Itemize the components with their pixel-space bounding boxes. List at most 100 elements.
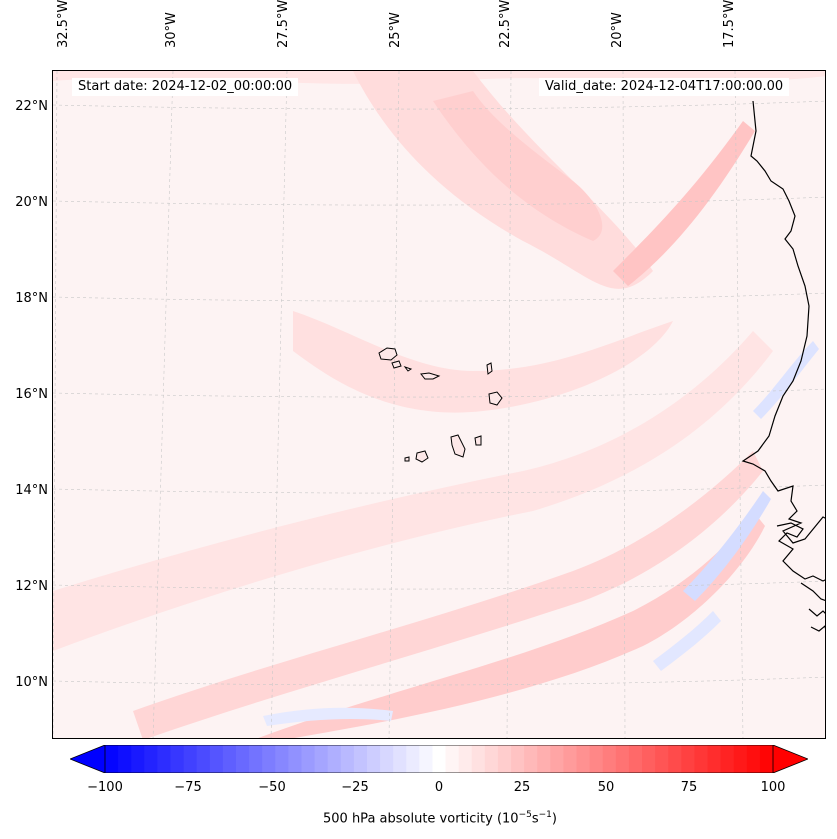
- colorbar-label: 500 hPa absolute vorticity (10−5s−1): [323, 810, 557, 827]
- colorbar-segment: [301, 745, 316, 773]
- colorbar-frame: [104, 745, 774, 773]
- colorbar-segment: [118, 745, 132, 773]
- colorbar-segment: [209, 745, 224, 773]
- colorbar-segment: [419, 745, 434, 773]
- lat-label-18n: 18°N: [15, 291, 48, 306]
- colorbar-segment: [602, 745, 617, 773]
- colorbar-segment: [131, 745, 145, 773]
- lon-label-20w: 20°W: [610, 12, 625, 48]
- vorticity-band-diagonal-mid: [133, 451, 763, 738]
- lat-label-22n: 22°N: [15, 99, 48, 114]
- colorbar-segment: [484, 745, 499, 773]
- colorbar-segment: [144, 745, 158, 773]
- colorbar-segment: [655, 745, 669, 773]
- colorbar-tick-25: 25: [513, 780, 531, 795]
- map-canvas: [53, 71, 825, 738]
- colorbar-tick-minus-100: −100: [87, 780, 123, 795]
- vorticity-field: [53, 71, 825, 738]
- vorticity-band-upper-right-streak: [613, 121, 755, 286]
- colorbar-segment: [445, 745, 460, 773]
- colorbar-segment: [720, 745, 735, 773]
- colorbar-segments: [105, 745, 774, 773]
- colorbar-segment: [183, 745, 198, 773]
- lat-label-14n: 14°N: [15, 483, 48, 498]
- island-sal: [486, 362, 493, 375]
- vorticity-band-blue-streak-1: [683, 491, 771, 601]
- colorbar-segment: [406, 745, 420, 773]
- island-sao-nicolau: [420, 372, 441, 380]
- colorbar-segment: [432, 745, 447, 773]
- colorbar-segment: [694, 745, 709, 773]
- colorbar-segment: [458, 745, 473, 773]
- colorbar-segment: [262, 745, 276, 773]
- lon-label-25w: 25°W: [388, 12, 403, 48]
- colorbar-segment: [537, 745, 551, 773]
- cape-verde-islands: [378, 347, 503, 463]
- island-brava: [404, 456, 410, 462]
- vorticity-band-central: [293, 311, 673, 413]
- guinea-bissau-coastline: [800, 582, 825, 632]
- africa-coastline: [741, 100, 825, 544]
- start-date-label: Start date: 2024-12-02_00:00:00: [72, 78, 299, 96]
- colorbar-segment: [733, 745, 748, 773]
- colorbar-segment: [249, 745, 263, 773]
- colorbar-segment: [105, 745, 119, 773]
- vorticity-band-blue-streak-3: [653, 611, 721, 671]
- colorbar-segment: [681, 745, 696, 773]
- vorticity-band-lower: [258, 511, 765, 738]
- valid-date-label: Valid_date: 2024-12-04T17:00:00.00: [539, 78, 790, 96]
- colorbar-segment: [511, 745, 525, 773]
- colorbar-segment: [563, 745, 578, 773]
- colorbar-min-extension: [70, 745, 105, 773]
- colorbar-segment: [353, 745, 368, 773]
- colorbar-segment: [497, 745, 512, 773]
- colorbar-right-arrow: [772, 745, 808, 773]
- colorbar-segment: [642, 745, 656, 773]
- lon-label-27-5w: 27.5°W: [276, 0, 291, 48]
- colorbar: [70, 745, 808, 773]
- colorbar-segment: [275, 745, 289, 773]
- colorbar-tick-minus-75: −75: [174, 780, 202, 795]
- colorbar-tick-50: 50: [597, 780, 615, 795]
- lat-label-16n: 16°N: [15, 387, 48, 402]
- colorbar-segment: [235, 745, 250, 773]
- colorbar-segment: [393, 745, 407, 773]
- vorticity-band-blue-streak-2: [753, 341, 819, 419]
- colorbar-left-arrow: [70, 745, 106, 773]
- colorbar-segment: [524, 745, 538, 773]
- island-santiago: [450, 434, 466, 458]
- colorbar-segment: [340, 745, 355, 773]
- colorbar-segment: [746, 745, 761, 773]
- colorbar-segment: [327, 745, 342, 773]
- colorbar-segment: [589, 745, 604, 773]
- colorbar-segment: [668, 745, 682, 773]
- colorbar-segment: [471, 745, 486, 773]
- colorbar-tick-minus-50: −50: [258, 780, 286, 795]
- island-fogo: [415, 450, 429, 463]
- colorbar-segment: [707, 745, 722, 773]
- colorbar-segment: [615, 745, 630, 773]
- colorbar-segment: [288, 745, 303, 773]
- lon-label-30w: 30°W: [164, 12, 179, 48]
- vorticity-band-blue-lower: [263, 707, 393, 726]
- colorbar-segment: [196, 745, 211, 773]
- colorbar-segment: [157, 745, 172, 773]
- lat-label-10n: 10°N: [15, 675, 48, 690]
- colorbar-tick-0: 0: [434, 780, 444, 795]
- colorbar-tick-75: 75: [680, 780, 698, 795]
- colorbar-tick-minus-25: −25: [341, 780, 369, 795]
- lon-label-17-5w: 17.5°W: [722, 0, 737, 48]
- lat-label-20n: 20°N: [15, 195, 48, 210]
- vorticity-band-upper-swirl-core: [433, 91, 603, 241]
- lon-label-22-5w: 22.5°W: [498, 0, 513, 48]
- island-sao-vicente: [391, 360, 402, 369]
- colorbar-segment: [380, 745, 394, 773]
- lat-label-12n: 12°N: [15, 579, 48, 594]
- colorbar-segment: [170, 745, 185, 773]
- colorbar-segment: [314, 745, 329, 773]
- lon-label-32-5w: 32.5°W: [56, 0, 71, 48]
- vorticity-map[interactable]: [52, 70, 826, 739]
- colorbar-segment: [576, 745, 591, 773]
- island-santo-antao: [378, 347, 398, 361]
- colorbar-tick-100: 100: [760, 780, 786, 795]
